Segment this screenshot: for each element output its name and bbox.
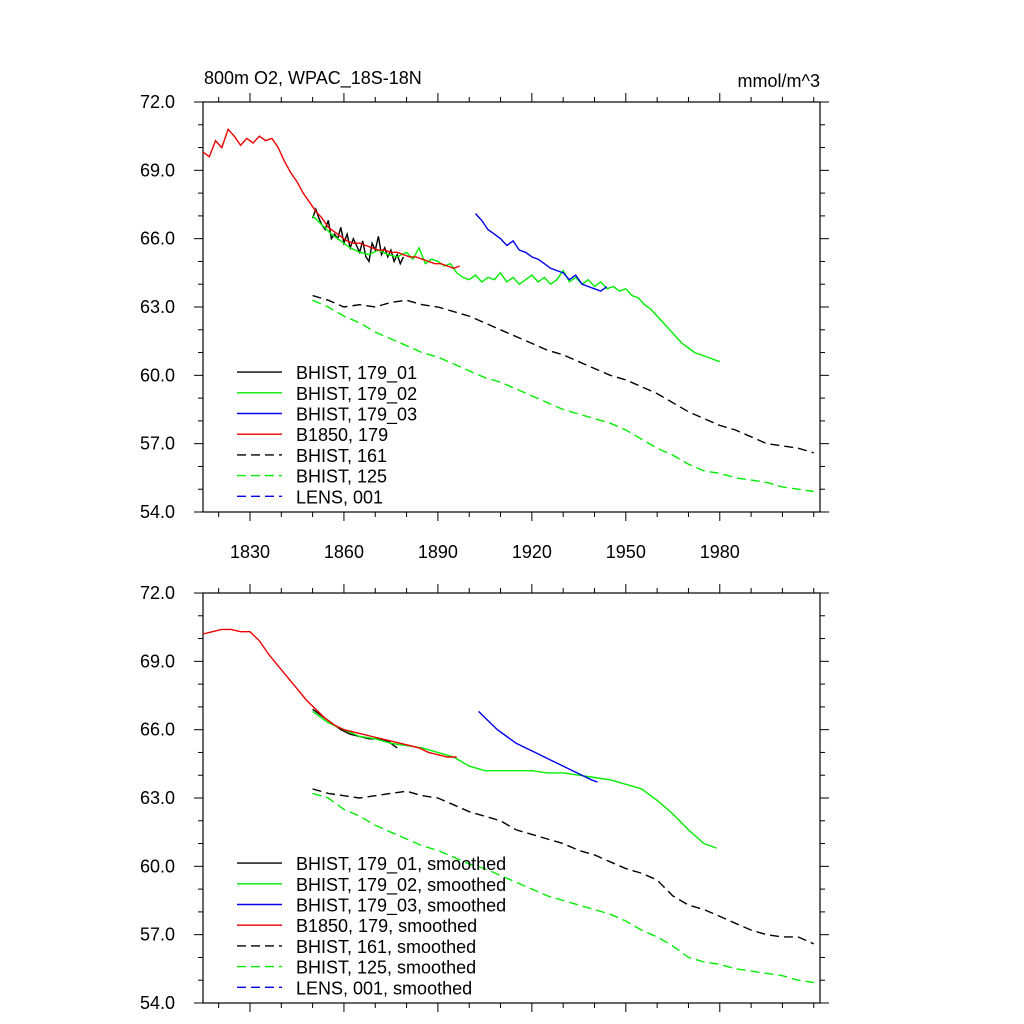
- y-tick-label: 66.0: [140, 720, 175, 740]
- x-tick-label: 1950: [606, 542, 646, 562]
- legend-label: BHIST, 179_01, smoothed: [296, 854, 506, 875]
- legend-label: BHIST, 179_03: [296, 405, 417, 426]
- legend-label: BHIST, 179_02: [296, 384, 417, 405]
- bottom-panel: 54.0 57.0 60.0 63.0 66.0 69.0 72.0 BHIST, 179_0…: [140, 583, 829, 1013]
- series-line: [312, 788, 814, 945]
- x-tick-label: 1830: [230, 542, 270, 562]
- x-tick-label: 1980: [700, 542, 740, 562]
- series-line: [312, 294, 814, 454]
- y-tick-label: 54.0: [140, 993, 175, 1013]
- series-line: [474, 213, 608, 292]
- legend-label: LENS, 001: [296, 487, 383, 507]
- y-tick-label: 57.0: [140, 925, 175, 945]
- legend-label: BHIST, 125, smoothed: [296, 958, 476, 978]
- legend-label: BHIST, 161, smoothed: [296, 937, 476, 957]
- y-tick-label: 69.0: [140, 160, 175, 180]
- legend-label: B1850, 179, smoothed: [296, 916, 477, 936]
- chart-title: 800m O2, WPAC_18S-18N: [204, 68, 422, 89]
- y-tick-label: 60.0: [140, 856, 175, 876]
- x-tick-label: 1860: [324, 542, 364, 562]
- series-line: [312, 299, 814, 493]
- y-tick-label: 63.0: [140, 297, 175, 317]
- legend-label: LENS, 001, smoothed: [296, 978, 472, 998]
- y-tick-label: 57.0: [140, 434, 175, 454]
- y-tick-label: 54.0: [140, 502, 175, 522]
- legend-label: BHIST, 161: [296, 446, 387, 466]
- x-tick-label: 1890: [418, 542, 458, 562]
- x-tick-label: 1920: [512, 542, 552, 562]
- legend-label: BHIST, 179_02, smoothed: [296, 875, 506, 896]
- series-line: [312, 792, 814, 984]
- series-line: [312, 710, 717, 849]
- y-tick-label: 60.0: [140, 365, 175, 385]
- y-tick-label: 72.0: [140, 92, 175, 112]
- units-label: mmol/m^3: [738, 71, 820, 91]
- legend-label: BHIST, 125: [296, 467, 387, 487]
- series-line: [312, 215, 721, 363]
- y-tick-label: 63.0: [140, 788, 175, 808]
- series-line: [478, 710, 598, 783]
- y-tick-label: 66.0: [140, 229, 175, 249]
- legend-label: BHIST, 179_01: [296, 363, 417, 384]
- legend-label: BHIST, 179_03, smoothed: [296, 896, 506, 917]
- y-tick-label: 69.0: [140, 651, 175, 671]
- legend-label: B1850, 179: [296, 425, 388, 445]
- y-tick-label: 72.0: [140, 583, 175, 603]
- series-line: [202, 127, 461, 270]
- series-line: [311, 206, 405, 266]
- series-line: [202, 628, 457, 758]
- top-panel: 1830 1860 1890 1920 1950 1980 54.0 57.0 60.0 63.0…: [140, 92, 829, 562]
